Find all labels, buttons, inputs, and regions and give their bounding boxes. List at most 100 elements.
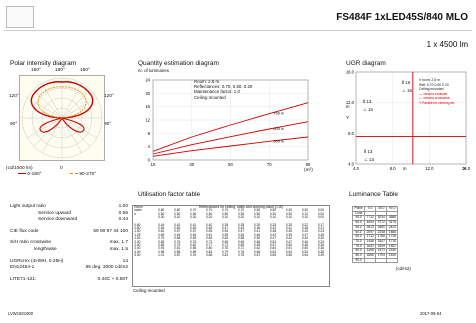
quantity-series-label: 300 lx (273, 138, 284, 143)
util-data-row: 3.00 0.93 0.81 0.85 0.80 0.76 0.72 0.62 0.60 0.51… (133, 246, 329, 251)
util-k-cell: 2.50 (134, 243, 141, 248)
util-value-cell: 0.80 (206, 246, 213, 251)
quantity-y-tick: 4 (148, 144, 151, 149)
util-value-cell: 0.76 (237, 249, 245, 254)
quantity-x-tick: 30 (189, 162, 194, 167)
util-refl-cell: 0.70 (206, 208, 213, 213)
util-k-cell: 0.60 (134, 222, 141, 227)
util-value-cell: 0.36 (317, 246, 325, 251)
util-refl-cell: 0.50 (190, 211, 197, 216)
util-value-cell: 0.69 (158, 232, 165, 237)
util-value-cell: 0.37 (301, 232, 309, 237)
polar-angle-90-right: 90° (104, 122, 112, 127)
util-value-cell: 0.89 (190, 249, 197, 254)
util-value-cell: 0.76 (221, 246, 229, 251)
util-value-cell: 0.42 (285, 236, 293, 241)
util-value-cell: 0.51 (285, 246, 293, 251)
util-value-cell: 0.50 (253, 236, 261, 241)
lum-title: Luminance Table (349, 191, 399, 198)
util-table: Room Reflectances for ceiling, walls and… (133, 205, 329, 258)
util-value-cell: 0.62 (253, 246, 261, 251)
ugr-info-box: h room: 2.8 m Refl: 0.70 0.50 0.20 Ceili… (419, 78, 455, 105)
util-refl-cell: 0.30 (190, 215, 197, 220)
util-value-cell: 0.63 (174, 232, 181, 237)
util-data-row: 5.00 1.01 0.87 0.91 0.86 0.81 0.78 0.67 0.65 0.56… (133, 253, 329, 258)
util-refl-cell: 0.10 (301, 211, 309, 216)
util-refl-cell: 0.30 (285, 211, 293, 216)
polar-angle-180: 180° (55, 68, 65, 73)
util-refl-cell: 0.10 (174, 215, 181, 220)
util-value-cell: 0.28 (301, 226, 309, 231)
util-data-row: 4.00 0.98 0.85 0.89 0.84 0.79 0.76 0.65 0.63 0.54… (133, 249, 329, 254)
util-value-cell: 0.42 (174, 222, 181, 227)
util-value-cell: 0.39 (317, 253, 325, 258)
polar-angle-90-left: 90° (10, 122, 18, 127)
quantity-x-unit: (m²) (304, 168, 313, 173)
util-value-cell: 0.47 (285, 239, 293, 244)
util-value-cell: 0.43 (269, 232, 277, 237)
quantity-series-label: 750 lx (273, 111, 284, 116)
util-table-frame: Room Reflectances for ceiling, walls and… (132, 205, 330, 287)
quantity-y-tick: 8 (148, 131, 151, 136)
util-value-cell: 0.35 (237, 222, 245, 227)
quantity-y-label: nr. of luminaires (138, 68, 169, 73)
lum-unit: (cd/m2) (396, 266, 411, 271)
util-row-label: k (134, 211, 136, 216)
util-refl-row: 0.30 0.10 0.30 0.20 0.10 0.20 0.10 0.10 0.10 0.10… (133, 215, 329, 220)
ugr-x-tick: 4.0 (353, 166, 359, 171)
util-value-cell: 0.33 (317, 239, 325, 244)
polar-legend-2: 90-270° (70, 172, 96, 177)
util-k-cell: 2.00 (134, 239, 141, 244)
util-value-cell: 0.47 (269, 236, 277, 241)
util-value-cell: 0.69 (221, 239, 229, 244)
util-value-cell: 0.65 (253, 249, 261, 254)
util-value-cell: 0.35 (285, 229, 293, 234)
util-refl-cell: 0.50 (174, 211, 181, 216)
util-value-cell: 0.89 (158, 243, 165, 248)
util-refl-cell: 0.10 (221, 215, 229, 220)
util-value-cell: 0.73 (206, 239, 213, 244)
ugr-x-tick: 16.0 (462, 166, 471, 171)
util-refl-cell: 0.20 (237, 215, 245, 220)
util-value-cell: 0.44 (158, 222, 165, 227)
util-data-row: 2.50 0.89 0.79 0.81 0.77 0.73 0.69 0.59 0.57 0.50… (133, 243, 329, 248)
util-value-cell: 0.54 (285, 249, 293, 254)
util-refl-cell: 0.30 (301, 208, 309, 213)
quantity-series-line (152, 121, 309, 155)
util-value-cell: 0.79 (174, 243, 181, 248)
util-value-cell: 0.47 (221, 226, 229, 231)
ugr-title: UGR diagram (346, 60, 386, 67)
util-value-cell: 0.60 (269, 246, 277, 251)
util-refl-cell: 0.50 (253, 208, 261, 213)
lum-value-cell (364, 257, 377, 264)
ugr-x-tick: 12.0 (425, 166, 434, 171)
quantity-info: Room: 2.8 m Reflectances: 0.70, 0.50, 0.… (194, 79, 253, 100)
util-value-cell: 0.57 (174, 229, 181, 234)
util-value-cell: 0.81 (174, 246, 181, 251)
lum-table-wrap: Plane 0.0 45.0 90.0 Cone 45.0 7712 6234 4688 50.0… (351, 206, 399, 264)
page-title: FS484F 1xLED45S/840 MLO (336, 12, 468, 23)
util-refl-cell: 0.10 (253, 215, 261, 220)
util-value-cell: 0.39 (285, 232, 293, 237)
quantity-y-tick: 16 (145, 104, 150, 109)
util-refl-cell: 0.30 (269, 211, 277, 216)
util-value-cell: 0.45 (301, 239, 309, 244)
util-value-cell: 0.91 (190, 253, 197, 258)
lum-data-row: 90.0 (351, 257, 399, 264)
util-value-cell: 0.40 (206, 222, 213, 227)
util-value-cell: 0.59 (253, 243, 261, 248)
util-ceiling: Ceiling mounted (133, 288, 165, 293)
util-data-row: 1.00 0.62 0.57 0.57 0.55 0.53 0.47 0.41 0.38 0.35… (133, 229, 329, 234)
util-value-cell: 0.53 (221, 229, 229, 234)
util-value-cell: 0.81 (190, 243, 197, 248)
util-header: Reflectances for ceiling, walls and work… (198, 205, 284, 209)
util-value-cell: 0.24 (317, 229, 325, 234)
polar-angle-150-left: 150° (31, 68, 41, 73)
util-row-label: index (134, 208, 142, 213)
util-refl-cell: 0.80 (174, 208, 181, 213)
util-refl-cell: 0.50 (206, 211, 213, 216)
util-value-cell: 0.64 (190, 232, 197, 237)
util-value-cell: 0.75 (158, 236, 165, 241)
polar-diagram (19, 75, 105, 161)
util-data-row: 0.80 0.54 0.50 0.50 0.48 0.47 0.43 0.36 0.32 0.31… (133, 226, 329, 231)
